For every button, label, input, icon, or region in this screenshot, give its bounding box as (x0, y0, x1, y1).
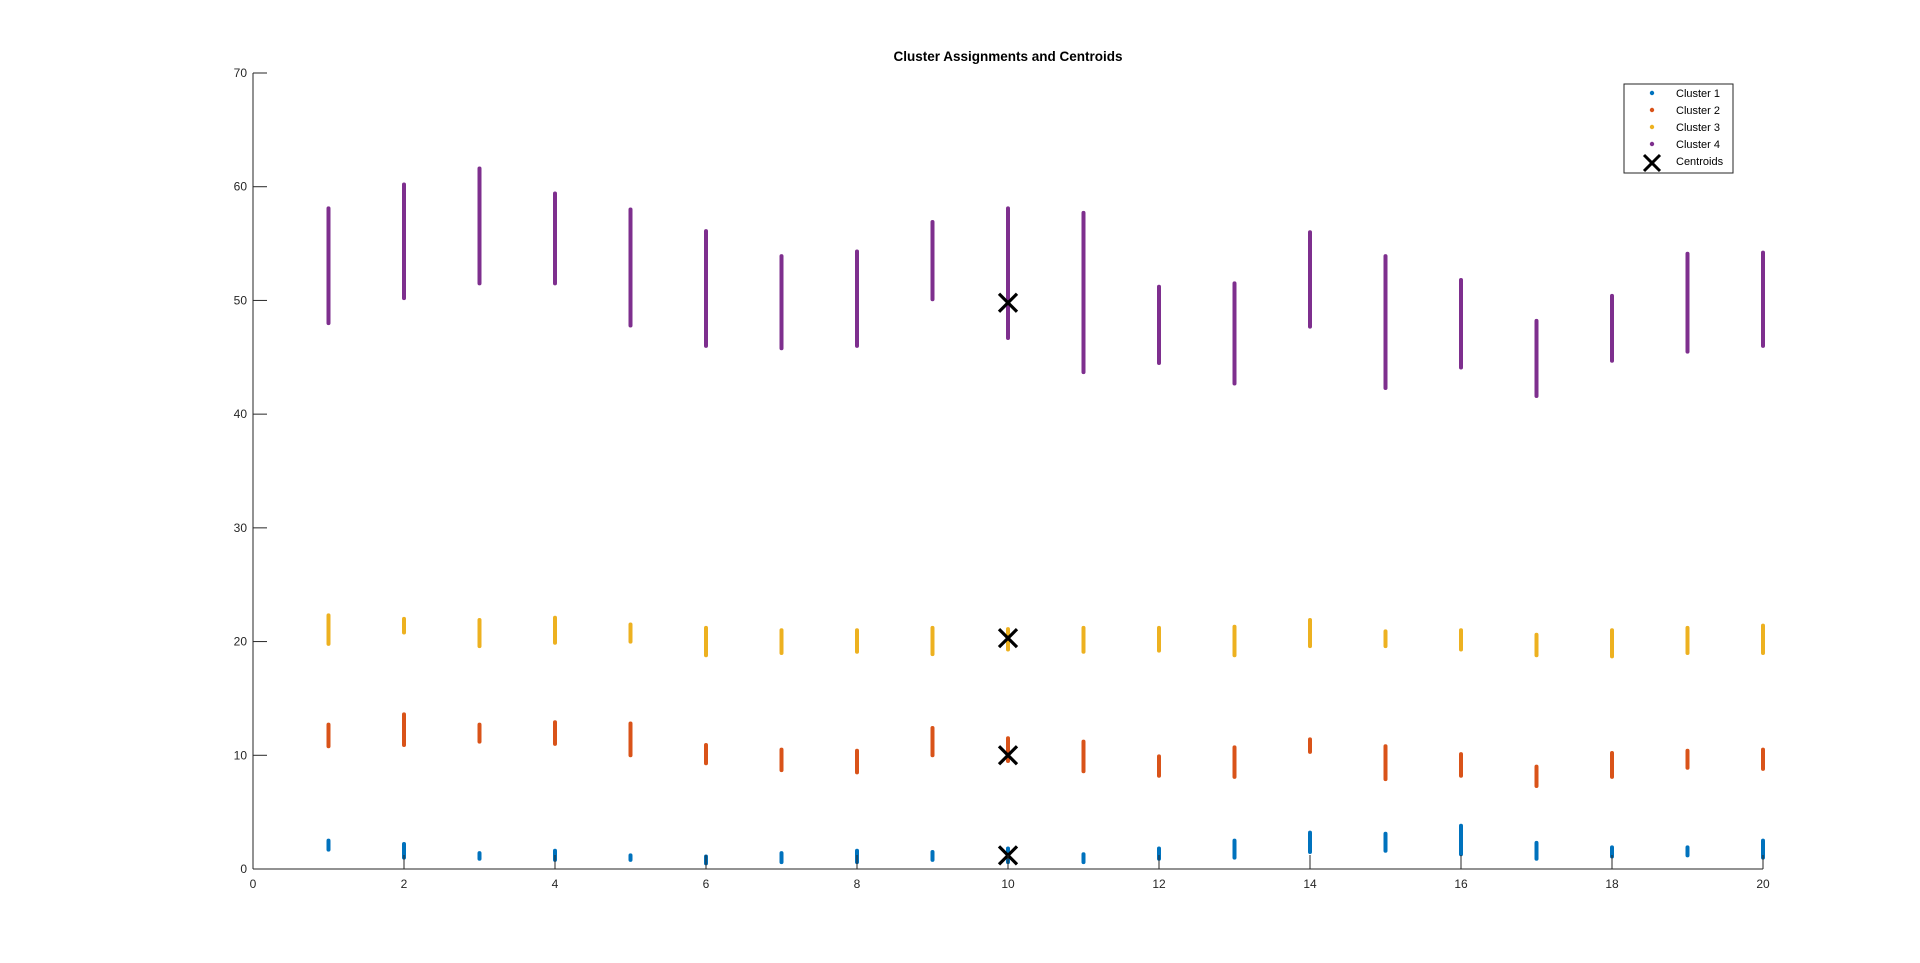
series-4 (326, 166, 1765, 398)
legend-label: Centroids (1676, 156, 1724, 168)
centroid-marker (997, 292, 1019, 313)
y-tick-label: 10 (234, 748, 248, 762)
centroid-marker (997, 745, 1019, 766)
legend-marker (1649, 107, 1655, 113)
centroid-stroke (997, 745, 1019, 766)
x-tick-label: 8 (854, 877, 861, 891)
x-tick-label: 14 (1303, 877, 1317, 891)
legend-label: Cluster 1 (1676, 88, 1720, 100)
legend-marker (1649, 124, 1655, 130)
legend-marker (1649, 141, 1655, 147)
legend[interactable]: Cluster 1 Cluster 2 Cluster 3 Cluster 4 Cent… (1623, 83, 1734, 174)
legend-item: Centroids (1642, 153, 1724, 173)
x-tick-label: 12 (1152, 877, 1166, 891)
x-tick-label: 18 (1605, 877, 1619, 891)
series-3 (326, 613, 1765, 659)
legend-marker (1642, 153, 1662, 173)
x-tick-label: 4 (552, 877, 559, 891)
x-tick-label: 20 (1756, 877, 1770, 891)
axes: 0 2 4 6 8 10 12 14 16 18 20 0 10 20 30 40 50 60 70 (234, 66, 1770, 891)
legend-label: Cluster 4 (1676, 139, 1720, 151)
chart-title: Cluster Assignments and Centroids (893, 49, 1122, 64)
legend-item: Cluster 3 (1649, 122, 1720, 134)
x-tick-label: 0 (250, 877, 257, 891)
centroid-stroke (997, 292, 1019, 313)
legend-marker (1649, 90, 1655, 96)
y-tick-label: 50 (234, 293, 248, 307)
y-tick-label: 60 (234, 180, 248, 194)
x-tick-label: 16 (1454, 877, 1468, 891)
y-tick-label: 70 (234, 66, 248, 80)
legend-box (1623, 83, 1734, 174)
x-tick-label: 10 (1001, 877, 1015, 891)
series-2 (326, 712, 1765, 788)
y-tick-label: 30 (234, 521, 248, 535)
legend-label: Cluster 3 (1676, 122, 1720, 134)
x-tick-label: 6 (703, 877, 710, 891)
legend-item: Cluster 2 (1649, 105, 1720, 117)
y-tick-label: 40 (234, 407, 248, 421)
legend-item: Cluster 1 (1649, 88, 1720, 100)
x-tick-label: 2 (401, 877, 408, 891)
legend-item: Cluster 4 (1649, 139, 1720, 151)
y-tick-label: 0 (240, 862, 247, 876)
centroid-marker (997, 628, 1019, 649)
y-tick-label: 20 (234, 635, 248, 649)
centroid-stroke (997, 628, 1019, 649)
legend-label: Cluster 2 (1676, 105, 1720, 117)
